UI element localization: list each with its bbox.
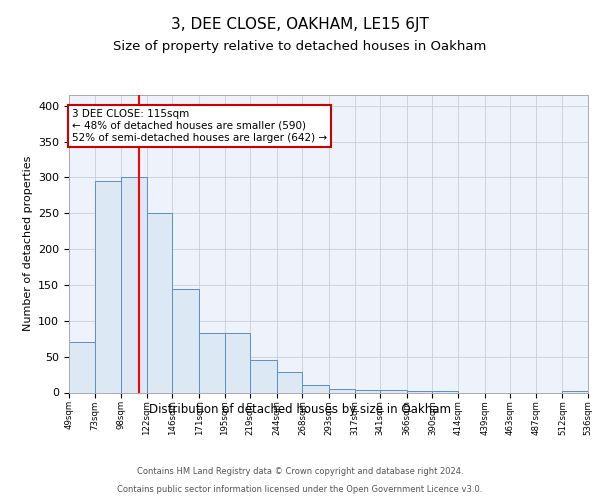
Bar — [147, 214, 172, 392]
Text: Contains HM Land Registry data © Crown copyright and database right 2024.: Contains HM Land Registry data © Crown c… — [137, 467, 463, 476]
Bar — [433, 391, 458, 392]
Bar — [302, 386, 329, 392]
Text: Contains public sector information licensed under the Open Government Licence v3: Contains public sector information licen… — [118, 485, 482, 494]
Bar — [277, 372, 302, 392]
Bar — [224, 333, 250, 392]
Bar — [562, 391, 588, 392]
Bar — [250, 360, 277, 392]
Bar — [95, 181, 121, 392]
Bar — [172, 288, 199, 393]
Bar — [121, 178, 147, 392]
Bar — [69, 342, 95, 392]
Y-axis label: Number of detached properties: Number of detached properties — [23, 156, 32, 332]
Bar — [407, 391, 433, 392]
Text: Distribution of detached houses by size in Oakham: Distribution of detached houses by size … — [149, 402, 451, 415]
Bar — [199, 333, 224, 392]
Bar — [355, 390, 380, 392]
Text: 3 DEE CLOSE: 115sqm
← 48% of detached houses are smaller (590)
52% of semi-detac: 3 DEE CLOSE: 115sqm ← 48% of detached ho… — [72, 110, 328, 142]
Bar — [329, 389, 355, 392]
Text: 3, DEE CLOSE, OAKHAM, LE15 6JT: 3, DEE CLOSE, OAKHAM, LE15 6JT — [171, 18, 429, 32]
Text: Size of property relative to detached houses in Oakham: Size of property relative to detached ho… — [113, 40, 487, 53]
Bar — [380, 390, 407, 392]
